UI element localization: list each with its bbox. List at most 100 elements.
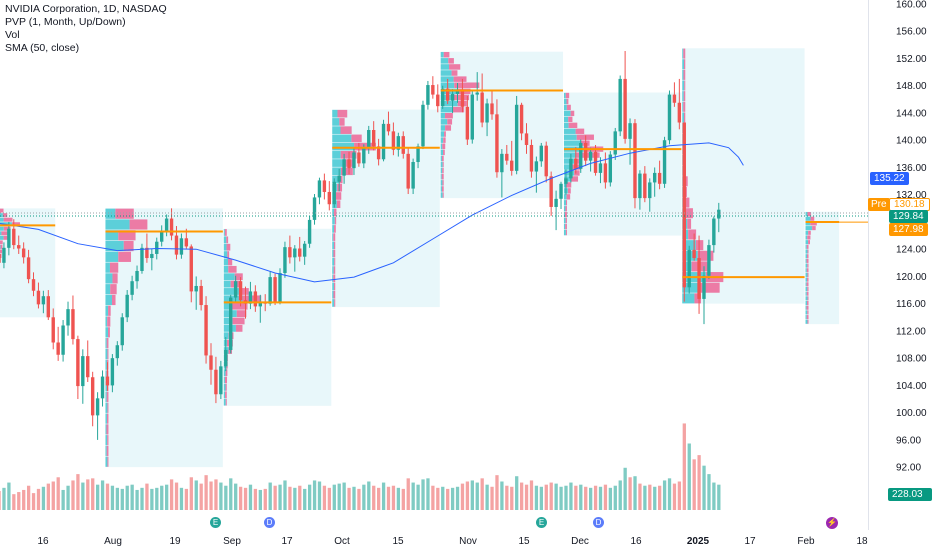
profile-row-up <box>223 302 233 310</box>
profile-row-up <box>805 249 808 254</box>
volume-bar <box>436 487 440 510</box>
candle-body <box>672 94 677 103</box>
candle-body <box>608 154 613 183</box>
profile-row-down <box>448 58 454 64</box>
profile-row-down <box>0 244 3 249</box>
candle-body <box>712 218 716 246</box>
candle-body <box>130 281 134 295</box>
candle-body <box>544 145 548 177</box>
x-axis[interactable]: 16 Aug 19 Sep 17 Oct 15 Nov 15 Dec 16 2025 17 Feb 18 <box>37 536 868 547</box>
profile-row-up <box>223 280 231 288</box>
profile-row-up <box>105 435 108 446</box>
volume-bar <box>41 486 46 510</box>
volume-bar <box>667 478 672 510</box>
profile-row-up <box>563 223 566 230</box>
y-axis[interactable]: 160.00 156.00 152.00 148.00 144.00 140.00 136.… <box>896 0 927 501</box>
profile-row-up <box>805 272 808 277</box>
volume-bar <box>120 488 124 510</box>
volume-bar <box>416 484 420 510</box>
profile-row-down <box>236 310 247 317</box>
profile-row-down <box>340 126 352 134</box>
profile-row-up <box>805 277 808 282</box>
candle-body <box>707 245 711 276</box>
profile-row-down <box>108 327 110 338</box>
profile-row-down <box>683 112 686 123</box>
volume-bar <box>633 476 637 510</box>
volume-bar <box>7 482 11 510</box>
profile-row-up <box>105 370 107 381</box>
volume-bar <box>421 479 425 510</box>
candle-body <box>174 235 179 255</box>
profile-row-down <box>333 282 336 291</box>
x-tick-label: 18 <box>856 536 868 547</box>
profile-row-down <box>227 251 230 258</box>
volume-bar <box>431 485 435 510</box>
earnings-event-icon[interactable]: E <box>536 517 547 528</box>
volume-bar <box>495 475 499 510</box>
candle-body <box>21 248 26 258</box>
profile-row-down <box>444 112 453 119</box>
volume-bar <box>391 485 396 510</box>
earnings-event-icon[interactable]: E <box>210 517 221 528</box>
volume-bar <box>618 480 622 510</box>
profile-row-down <box>232 317 245 325</box>
profile-row-up <box>440 174 442 180</box>
profile-row-down <box>333 290 336 299</box>
candle-body <box>628 123 632 139</box>
volume-bar <box>332 484 336 510</box>
candle-body <box>268 277 272 304</box>
profile-row-down <box>807 319 809 324</box>
candle-body <box>214 369 218 395</box>
profile-row-up <box>0 235 4 240</box>
profile-row-up <box>223 369 226 377</box>
candle-body <box>95 398 100 416</box>
dividend-event-icon[interactable]: D <box>593 517 604 528</box>
profile-row-up <box>440 100 458 107</box>
profile-row-down <box>443 149 445 156</box>
candle-body <box>367 130 371 148</box>
candle-body <box>549 176 553 207</box>
candle-body <box>342 159 346 176</box>
candle-body <box>534 161 539 172</box>
profile-row-down <box>566 98 569 105</box>
candle-body <box>135 270 139 282</box>
candle-body <box>233 281 238 298</box>
symbol-title[interactable]: NVIDIA Corporation, 1D, NASDAQ <box>5 3 167 15</box>
y-tick-label: 104.00 <box>896 381 927 392</box>
profile-row-down <box>107 456 109 467</box>
pvp-indicator-label[interactable]: PVP (1, Month, Up/Down) <box>5 16 126 28</box>
profile-row-up <box>805 244 807 249</box>
candle-body <box>224 349 228 367</box>
x-tick-label: 17 <box>744 536 756 547</box>
volume-bar <box>91 478 95 510</box>
dividend-event-icon[interactable]: D <box>264 517 275 528</box>
profile-row-up <box>563 122 569 128</box>
profile-row-up <box>332 134 352 143</box>
profile-row-up <box>105 262 110 273</box>
profile-row-down <box>106 445 109 457</box>
split-event-icon[interactable]: ⚡ <box>826 517 838 529</box>
candle-body <box>81 356 85 387</box>
sma-indicator-label[interactable]: SMA (50, close) <box>5 42 80 54</box>
profile-row-down <box>684 176 688 187</box>
profile-row-down <box>567 188 571 194</box>
volume-bars <box>0 423 721 510</box>
candle-body <box>115 345 120 359</box>
profile-row-up <box>105 381 108 392</box>
profile-row-down <box>576 152 600 158</box>
candle-body <box>441 88 445 107</box>
volume-tag: 228.03 M <box>888 488 932 513</box>
candle-body <box>41 296 46 305</box>
profile-row-down <box>333 233 336 241</box>
candle-body <box>623 78 627 139</box>
volume-indicator-label[interactable]: Vol <box>5 29 20 41</box>
candle-body <box>307 219 312 244</box>
profile-row-down <box>575 128 585 134</box>
volume-bar <box>76 474 80 510</box>
profile-row-up <box>563 134 577 140</box>
profile-row-down <box>109 262 119 273</box>
profile-row-down <box>565 206 567 212</box>
profile-row-up <box>805 254 808 259</box>
candle-body <box>12 228 16 246</box>
